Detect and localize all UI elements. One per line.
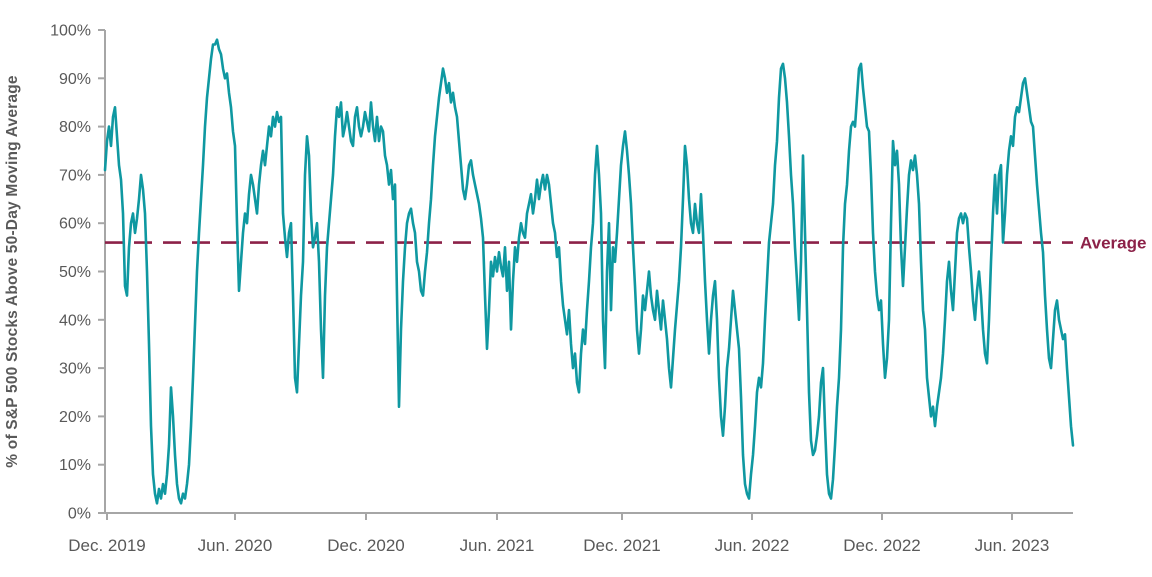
average-label: Average (1080, 234, 1146, 253)
y-tick-label: 90% (59, 71, 91, 88)
x-tick-label: Dec. 2020 (327, 536, 405, 555)
y-axis-title: % of S&P 500 Stocks Above 50-Day Moving … (4, 75, 21, 468)
y-tick-label: 40% (59, 312, 91, 329)
x-tick-label: Jun. 2020 (198, 536, 273, 555)
y-tick-label: 10% (59, 457, 91, 474)
x-tick-label: Dec. 2021 (583, 536, 661, 555)
y-tick-label: 30% (59, 361, 91, 378)
y-tick-label: 60% (59, 216, 91, 233)
y-tick-label: 100% (50, 23, 91, 40)
y-tick-label: 50% (59, 264, 91, 281)
y-tick-label: 20% (59, 409, 91, 426)
y-tick-label: 0% (68, 506, 91, 523)
x-tick-label: Jun. 2023 (975, 536, 1050, 555)
y-tick-label: 80% (59, 119, 91, 136)
series-line (103, 38, 1075, 505)
x-tick-label: Dec. 2022 (843, 536, 921, 555)
y-tick-label: 70% (59, 167, 91, 184)
x-tick-label: Dec. 2019 (68, 536, 146, 555)
x-tick-label: Jun. 2022 (715, 536, 790, 555)
x-tick-label: Jun. 2021 (460, 536, 535, 555)
